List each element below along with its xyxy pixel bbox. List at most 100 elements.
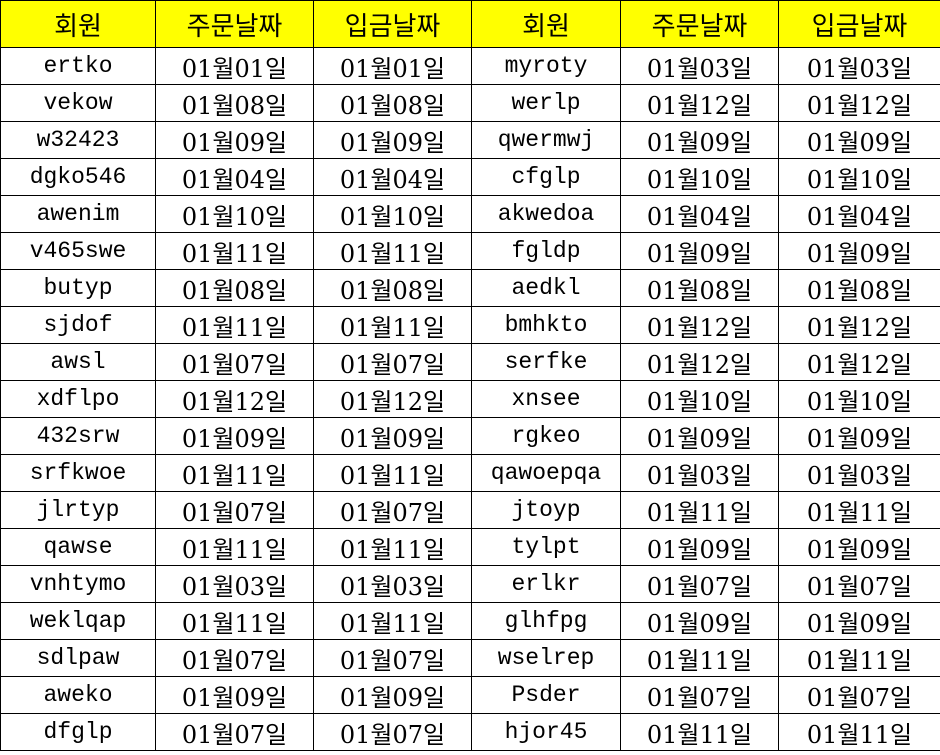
table-cell: 01월03일 (778, 454, 940, 492)
table-cell: tylpt (471, 528, 621, 566)
table-cell: awenim (0, 195, 156, 233)
table-cell: 01월11일 (313, 232, 472, 270)
table-row: vnhtymo 01월03일 01월03일 erlkr 01월07일 01월07일 (0, 565, 940, 603)
table-cell: dgko546 (0, 158, 156, 196)
table-cell: w32423 (0, 121, 156, 159)
table-cell: 01월11일 (313, 454, 472, 492)
header-row: 회원 주문날짜 입금날짜 회원 주문날짜 입금날짜 (0, 0, 940, 48)
table-cell: 01월09일 (155, 676, 314, 714)
table-cell: 01월03일 (155, 565, 314, 603)
table-cell: 01월11일 (620, 491, 779, 529)
table-cell: rgkeo (471, 417, 621, 455)
table-row: 432srw 01월09일 01월09일 rgkeo 01월09일 01월09일 (0, 417, 940, 455)
table-row: srfkwoe 01월11일 01월11일 qawoepqa 01월03일 01월03일 (0, 454, 940, 492)
table-cell: 01월12일 (620, 343, 779, 381)
table-row: aweko 01월09일 01월09일 Psder 01월07일 01월07일 (0, 676, 940, 714)
table-cell: myroty (471, 47, 621, 85)
table-cell: 01월09일 (620, 232, 779, 270)
table-row: v465swe 01월11일 01월11일 fgldp 01월09일 01월09일 (0, 232, 940, 270)
table-cell: 01월09일 (155, 417, 314, 455)
table-cell: 01월04일 (620, 195, 779, 233)
table-cell: 01월09일 (778, 528, 940, 566)
table-cell: 01월07일 (778, 565, 940, 603)
table-cell: sjdof (0, 306, 156, 344)
table-cell: 01월08일 (155, 84, 314, 122)
table-cell: wselrep (471, 639, 621, 677)
table-row: ertko 01월01일 01월01일 myroty 01월03일 01월03일 (0, 47, 940, 85)
table-cell: butyp (0, 269, 156, 307)
table-cell: 01월11일 (778, 639, 940, 677)
table-cell: 01월01일 (313, 47, 472, 85)
table-cell: fgldp (471, 232, 621, 270)
table-cell: 01월11일 (778, 713, 940, 751)
table-cell: 01월12일 (313, 380, 472, 418)
table-cell: v465swe (0, 232, 156, 270)
table-cell: 01월11일 (155, 528, 314, 566)
table-cell: 01월03일 (313, 565, 472, 603)
table-cell: 01월10일 (778, 158, 940, 196)
table-cell: xnsee (471, 380, 621, 418)
table-cell: 01월11일 (313, 602, 472, 640)
table-cell: 01월11일 (313, 528, 472, 566)
table-cell: 01월09일 (778, 121, 940, 159)
table-cell: xdflpo (0, 380, 156, 418)
table-cell: qawse (0, 528, 156, 566)
table-cell: qawoepqa (471, 454, 621, 492)
table-cell: 01월07일 (155, 713, 314, 751)
table-cell: 01월11일 (778, 491, 940, 529)
header-cell: 회원 (0, 0, 156, 48)
table-row: dgko546 01월04일 01월04일 cfglp 01월10일 01월10일 (0, 158, 940, 196)
table-cell: 01월11일 (313, 306, 472, 344)
table-cell: 01월07일 (313, 343, 472, 381)
table-cell: 01월07일 (620, 676, 779, 714)
table-cell: 01월10일 (155, 195, 314, 233)
table-cell: 01월09일 (620, 417, 779, 455)
table-cell: 01월11일 (155, 232, 314, 270)
table-cell: 01월11일 (620, 713, 779, 751)
table-cell: 01월01일 (155, 47, 314, 85)
table-cell: 01월07일 (313, 713, 472, 751)
table-cell: werlp (471, 84, 621, 122)
table-cell: 01월07일 (620, 565, 779, 603)
table-cell: 01월09일 (620, 528, 779, 566)
table-cell: 01월04일 (778, 195, 940, 233)
table-row: dfglp 01월07일 01월07일 hjor45 01월11일 01월11일 (0, 713, 940, 751)
table-cell: aweko (0, 676, 156, 714)
table-cell: weklqap (0, 602, 156, 640)
table-cell: 01월07일 (778, 676, 940, 714)
table-cell: 01월12일 (778, 306, 940, 344)
table-cell: 01월03일 (620, 47, 779, 85)
table-cell: 01월07일 (313, 639, 472, 677)
table-cell: serfke (471, 343, 621, 381)
header-cell: 입금날짜 (313, 0, 472, 48)
table-cell: 01월10일 (778, 380, 940, 418)
table-cell: 01월09일 (620, 602, 779, 640)
table-cell: 01월10일 (620, 380, 779, 418)
table-cell: cfglp (471, 158, 621, 196)
table-cell: 01월12일 (620, 306, 779, 344)
table-cell: 01월03일 (778, 47, 940, 85)
table-cell: 01월08일 (155, 269, 314, 307)
table-cell: awsl (0, 343, 156, 381)
header-cell: 주문날짜 (155, 0, 314, 48)
table-row: jlrtyp 01월07일 01월07일 jtoyp 01월11일 01월11일 (0, 491, 940, 529)
table-cell: 01월11일 (620, 639, 779, 677)
table-cell: 01월11일 (155, 602, 314, 640)
table-cell: erlkr (471, 565, 621, 603)
table-cell: vekow (0, 84, 156, 122)
table-cell: dfglp (0, 713, 156, 751)
table-row: qawse 01월11일 01월11일 tylpt 01월09일 01월09일 (0, 528, 940, 566)
header-cell: 주문날짜 (620, 0, 779, 48)
table-cell: 01월07일 (155, 491, 314, 529)
table-cell: 01월07일 (313, 491, 472, 529)
table-cell: akwedoa (471, 195, 621, 233)
table-row: sjdof 01월11일 01월11일 bmhkto 01월12일 01월12일 (0, 306, 940, 344)
table-cell: glhfpg (471, 602, 621, 640)
table-body: ertko 01월01일 01월01일 myroty 01월03일 01월03일 vekow… (0, 47, 940, 751)
table-cell: srfkwoe (0, 454, 156, 492)
table-cell: 01월09일 (313, 121, 472, 159)
table-cell: 01월12일 (155, 380, 314, 418)
table-row: vekow 01월08일 01월08일 werlp 01월12일 01월12일 (0, 84, 940, 122)
